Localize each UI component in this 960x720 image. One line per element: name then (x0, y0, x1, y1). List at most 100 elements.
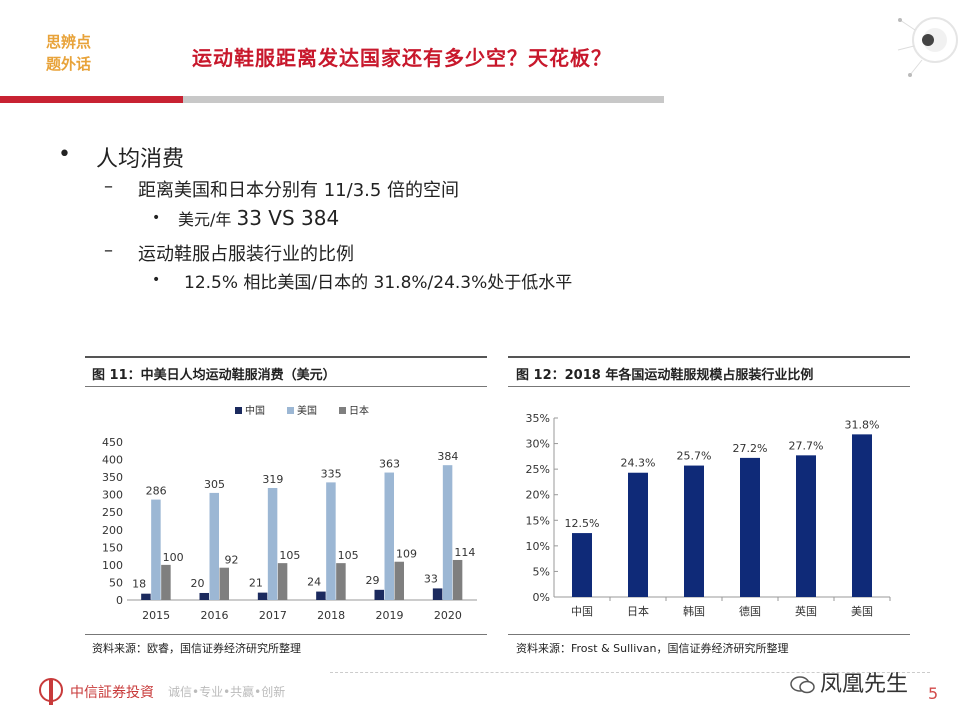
y-tick-label: 200 (102, 524, 123, 537)
dash-marker: – (104, 240, 113, 261)
bar (257, 592, 268, 600)
data-label: 114 (454, 546, 475, 559)
company-name: 中信証券投資 (70, 685, 154, 701)
y-tick-label: 0 (116, 594, 123, 607)
company-emblem-icon (39, 678, 63, 705)
figure12-source: 资料来源：Frost & Sullivan，国信证券经济研究所整理 (516, 642, 789, 655)
legend-swatch (339, 407, 346, 414)
bar (572, 533, 592, 597)
y-tick-label: 150 (102, 541, 123, 554)
data-label: 18 (132, 578, 146, 591)
y-tick-label: 5% (533, 565, 550, 578)
x-tick-label: 中国 (571, 605, 593, 618)
legend-swatch (287, 407, 294, 414)
y-tick-label: 25% (526, 463, 550, 476)
page-number: 5 (928, 684, 939, 703)
bullet-per-capita: 人均消费 (96, 147, 185, 172)
data-label: 12.5% (565, 517, 600, 530)
data-label: 384 (437, 450, 458, 463)
wechat-icon (790, 675, 816, 695)
lightbulb-decoration-icon (897, 17, 958, 77)
figure12-chart: 0% 5% 10% 15% 20% 25% 30% 35% 12.5% 中国 24.3% 日本 25.7… (526, 412, 891, 618)
data-label: 92 (225, 554, 239, 567)
bar (394, 561, 404, 600)
legend-label: 美国 (297, 404, 317, 417)
figure-title-rule (85, 386, 487, 387)
y-tick-label: 100 (102, 559, 123, 572)
figure-top-rule (85, 356, 487, 358)
data-label: 105 (338, 549, 359, 562)
bar (151, 499, 161, 600)
y-tick-label: 0% (533, 591, 550, 604)
y-tick-label: 20% (526, 489, 550, 502)
bar (740, 457, 760, 597)
x-tick-label: 英国 (795, 604, 817, 618)
data-label: 27.2% (733, 442, 768, 455)
legend-swatch (235, 407, 242, 414)
figure11-chart: 中国 美国 日本 0 50 100 150 200 250 300 350 400 450 18 286 10… (102, 404, 477, 622)
x-tick-label: 韩国 (683, 604, 705, 618)
figure12-title: 图 12：2018 年各国运动鞋服规模占服装行业比例 (516, 368, 814, 383)
y-tick-label: 400 (102, 454, 123, 467)
data-label: 319 (262, 473, 283, 486)
header-divider-bar (183, 96, 664, 103)
data-label: 286 (146, 485, 167, 498)
data-label: 105 (279, 549, 300, 562)
data-label: 109 (396, 548, 417, 561)
figure-bottom-rule (85, 634, 487, 635)
data-label: 20 (191, 577, 205, 590)
figure-top-rule (508, 356, 910, 358)
data-label: 305 (204, 478, 225, 491)
y-tick-label: 250 (102, 506, 123, 519)
bar (277, 563, 288, 600)
y-tick-label: 10% (526, 540, 550, 553)
legend-label: 中国 (245, 404, 265, 417)
side-label-2: 题外话 (46, 55, 92, 73)
data-label: 25.7% (677, 450, 712, 463)
bar (316, 591, 326, 600)
bar (267, 487, 278, 600)
dash-marker: – (104, 176, 113, 197)
bar (209, 492, 219, 600)
y-tick-label: 15% (526, 514, 550, 527)
data-label: 33 (424, 572, 438, 585)
bullet-share-detail: 12.5% 相比美国/日本的 31.8%/24.3%处于低水平 (184, 273, 573, 293)
data-label: 21 (249, 577, 263, 590)
data-label: 29 (366, 574, 380, 587)
x-tick-label: 德国 (739, 604, 761, 618)
footer-motto: 诚信•专业•共赢•创新 (168, 685, 286, 699)
bullet-share: 运动鞋服占服装行业的比例 (138, 244, 354, 265)
data-label: 24 (307, 576, 321, 589)
data-label: 335 (321, 467, 342, 480)
bullet-gap: 距离美国和日本分别有 11/3.5 倍的空间 (138, 180, 460, 201)
side-label-1: 思辨点 (46, 33, 92, 51)
bar (384, 472, 394, 600)
bar (628, 472, 648, 597)
x-tick-label: 2016 (201, 609, 229, 622)
figure-bottom-rule (508, 634, 910, 635)
bar (442, 465, 453, 600)
y-tick-label: 35% (526, 412, 550, 425)
bar (326, 482, 336, 600)
slide-title: 运动鞋服距离发达国家还有多少空？天花板？ (192, 46, 612, 70)
bar (219, 567, 229, 600)
bar (161, 564, 171, 600)
bar (336, 563, 346, 600)
figure-title-rule (508, 386, 910, 387)
bullet-usd: 美元/年 33 VS 384 (178, 206, 339, 230)
data-label: 100 (163, 551, 184, 564)
data-label: 363 (379, 458, 400, 471)
bullet-dot: • (152, 272, 161, 288)
header-accent-bar (0, 96, 183, 103)
figure11-title: 图 11：中美日人均运动鞋服消费（美元） (92, 368, 336, 383)
bar (141, 593, 151, 600)
x-tick-label: 美国 (851, 605, 873, 618)
bullet-dot: • (152, 210, 161, 226)
bullet-dot: • (58, 142, 71, 167)
bar (432, 588, 443, 600)
figure11-source: 资料来源：欧睿，国信证券经济研究所整理 (92, 642, 301, 655)
wechat-watermark: 凤凰先生 (790, 666, 908, 698)
bar (852, 434, 872, 597)
wechat-name: 凤凰先生 (820, 672, 909, 697)
usd-prefix: 美元/年 (178, 210, 237, 229)
